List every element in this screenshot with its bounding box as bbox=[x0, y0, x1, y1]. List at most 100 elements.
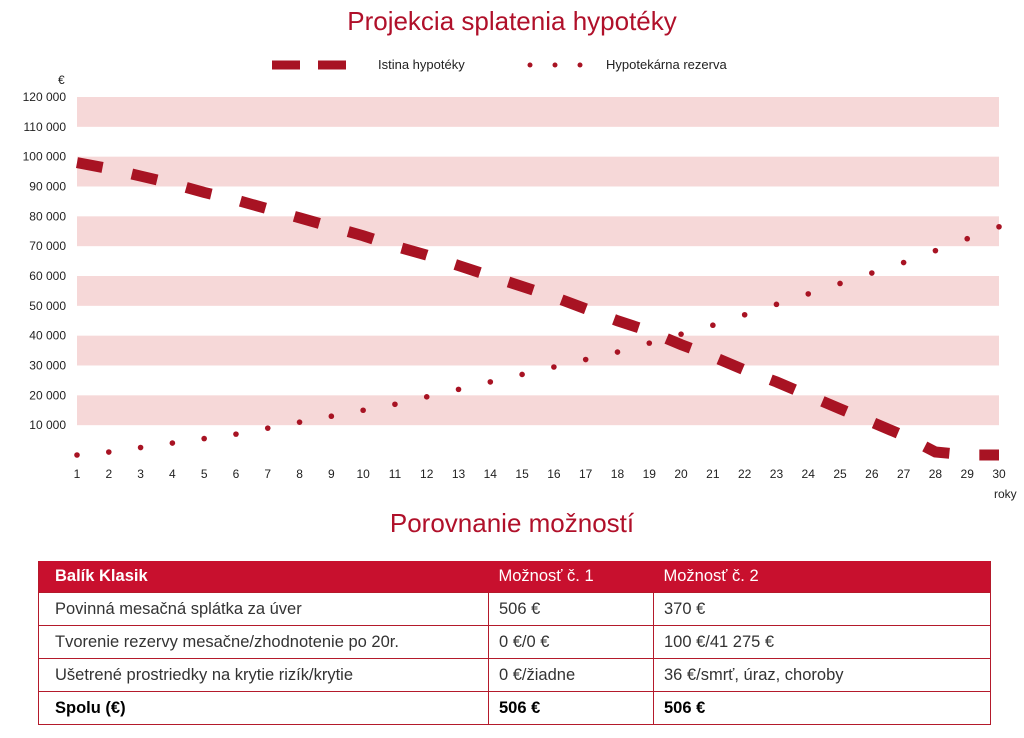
table-row: Tvorenie rezervy mesačne/zhodnotenie po … bbox=[38, 625, 991, 659]
y-tick-label: 70 000 bbox=[29, 239, 66, 253]
x-tick-label: 10 bbox=[356, 467, 370, 481]
series-line-istina bbox=[75, 157, 999, 461]
chart-band bbox=[77, 335, 999, 366]
chart-band bbox=[77, 395, 999, 426]
header-option-1: Možnosť č. 1 bbox=[488, 561, 654, 593]
row-option-1: 0 €/0 € bbox=[488, 625, 654, 659]
x-tick-label: 3 bbox=[137, 467, 144, 481]
x-tick-label: 16 bbox=[547, 467, 561, 481]
x-axis: 1 2 3 4 5 6 7 8 9 10 11 12 13 14 15 16 17 18 19 20 21 22 23 24 2… bbox=[74, 467, 1006, 481]
series-point-rezerva bbox=[932, 247, 939, 254]
table-total-row: Spolu (€) 506 € 506 € bbox=[38, 691, 991, 725]
x-tick-label: 15 bbox=[515, 467, 529, 481]
table-row: Povinná mesačná splátka za úver 506 € 37… bbox=[38, 592, 991, 626]
comparison-table: Balík Klasik Možnosť č. 1 Možnosť č. 2 P… bbox=[38, 561, 991, 725]
y-tick-label: 120 000 bbox=[23, 90, 67, 104]
series-point-rezerva bbox=[105, 449, 112, 455]
legend-label-rezerva: Hypotekárna rezerva bbox=[606, 57, 727, 72]
header-package: Balík Klasik bbox=[38, 561, 489, 593]
row-label: Tvorenie rezervy mesačne/zhodnotenie po … bbox=[38, 625, 489, 659]
series-point-rezerva bbox=[678, 331, 684, 337]
x-axis-label: roky bbox=[994, 487, 1017, 501]
y-tick-label: 40 000 bbox=[29, 329, 66, 343]
total-label: Spolu (€) bbox=[38, 691, 489, 725]
x-tick-label: 18 bbox=[611, 467, 625, 481]
series-point-rezerva bbox=[805, 291, 812, 297]
x-tick-label: 20 bbox=[674, 467, 688, 481]
x-tick-label: 4 bbox=[169, 467, 176, 481]
chart-band bbox=[77, 156, 999, 187]
chart-bands bbox=[77, 97, 999, 426]
x-tick-label: 5 bbox=[201, 467, 208, 481]
y-tick-label: 50 000 bbox=[29, 299, 66, 313]
series-point-rezerva bbox=[710, 322, 716, 329]
x-tick-label: 14 bbox=[484, 467, 498, 481]
row-option-1: 506 € bbox=[488, 592, 654, 626]
series-point-rezerva bbox=[964, 235, 971, 242]
x-tick-label: 9 bbox=[328, 467, 335, 481]
row-option-2: 370 € bbox=[653, 592, 991, 626]
x-tick-label: 8 bbox=[296, 467, 303, 481]
chart-band bbox=[77, 97, 999, 127]
chart-title: Projekcia splatenia hypotéky bbox=[347, 6, 677, 36]
series-point-rezerva bbox=[360, 407, 366, 414]
series-point-rezerva bbox=[233, 431, 239, 437]
x-tick-label: 2 bbox=[105, 467, 112, 481]
x-tick-label: 13 bbox=[452, 467, 466, 481]
series-point-rezerva bbox=[201, 435, 207, 442]
x-tick-label: 11 bbox=[389, 467, 402, 481]
series-point-rezerva bbox=[296, 419, 303, 425]
series-istina bbox=[75, 157, 999, 461]
header-option-2: Možnosť č. 2 bbox=[653, 561, 991, 593]
series-point-rezerva bbox=[487, 379, 494, 385]
series-point-rezerva bbox=[169, 440, 176, 446]
x-tick-label: 7 bbox=[264, 467, 271, 481]
y-tick-label: 110 000 bbox=[24, 120, 67, 134]
series-point-rezerva bbox=[455, 386, 462, 393]
series-point-rezerva bbox=[328, 413, 335, 420]
table-header-row: Balík Klasik Možnosť č. 1 Možnosť č. 2 bbox=[38, 561, 991, 593]
y-axis: 10 000 20 000 30 000 40 000 50 000 60 000 70 0… bbox=[23, 90, 67, 432]
x-tick-label: 30 bbox=[992, 467, 1006, 481]
series-point-rezerva bbox=[614, 349, 621, 355]
series-point-rezerva bbox=[137, 444, 144, 451]
x-tick-label: 21 bbox=[706, 467, 720, 481]
y-axis-unit: € bbox=[58, 73, 65, 87]
x-tick-label: 6 bbox=[233, 467, 240, 481]
x-tick-label: 1 bbox=[74, 467, 81, 481]
legend: Istina hypotéky Hypotekárna rezerva bbox=[272, 57, 727, 72]
legend-dot-1 bbox=[527, 62, 533, 68]
x-tick-label: 23 bbox=[770, 467, 784, 481]
series-point-rezerva bbox=[996, 223, 1002, 230]
table-title: Porovnanie možností bbox=[389, 508, 635, 538]
series-rezerva bbox=[74, 223, 1002, 458]
chart-band bbox=[77, 216, 999, 247]
series-point-rezerva bbox=[869, 270, 875, 276]
row-option-2: 36 €/smrť, úraz, choroby bbox=[653, 658, 991, 692]
y-tick-label: 30 000 bbox=[29, 359, 66, 373]
y-tick-label: 10 000 bbox=[29, 418, 66, 432]
row-option-1: 0 €/žiadne bbox=[488, 658, 654, 692]
series-point-rezerva bbox=[74, 452, 80, 458]
x-tick-label: 19 bbox=[643, 467, 657, 481]
y-tick-label: 20 000 bbox=[29, 388, 66, 402]
series-point-rezerva bbox=[423, 394, 430, 400]
legend-dot-2 bbox=[552, 62, 558, 68]
y-tick-label: 100 000 bbox=[23, 150, 67, 164]
x-tick-label: 12 bbox=[420, 467, 434, 481]
legend-dot-3 bbox=[577, 62, 583, 68]
x-tick-label: 29 bbox=[961, 467, 975, 481]
row-label: Ušetrené prostriedky na krytie rizík/kry… bbox=[38, 658, 489, 692]
series-point-rezerva bbox=[773, 301, 780, 308]
total-option-1: 506 € bbox=[488, 691, 654, 725]
series-point-rezerva bbox=[519, 371, 525, 378]
x-tick-label: 27 bbox=[897, 467, 911, 481]
row-label: Povinná mesačná splátka za úver bbox=[38, 592, 489, 626]
x-tick-label: 25 bbox=[833, 467, 847, 481]
y-tick-label: 90 000 bbox=[29, 180, 66, 194]
y-tick-label: 80 000 bbox=[29, 209, 66, 223]
series-point-rezerva bbox=[837, 280, 843, 287]
series-point-rezerva bbox=[551, 364, 557, 370]
x-tick-label: 28 bbox=[929, 467, 943, 481]
y-tick-label: 60 000 bbox=[29, 269, 66, 283]
